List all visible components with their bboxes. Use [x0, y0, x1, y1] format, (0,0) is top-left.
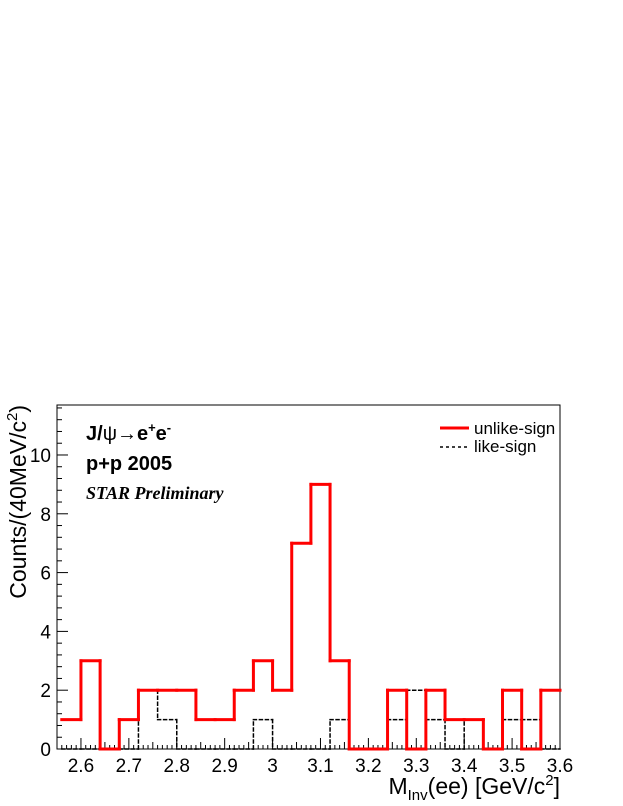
y-axis-tick-labels: 0 2 4 6 8 10: [30, 446, 52, 761]
y-tick-label: 6: [40, 564, 51, 585]
y-tick-label: 2: [40, 681, 51, 702]
y-axis-title: Counts/(40MeV/c2): [4, 405, 31, 599]
annotation-star-preliminary: STAR Preliminary: [86, 483, 225, 503]
x-tick-label: 2.8: [164, 756, 190, 777]
x-tick-label: 3.5: [499, 756, 525, 777]
x-tick-label: 3.2: [355, 756, 381, 777]
legend-label-like-sign: like-sign: [474, 437, 536, 456]
x-tick-label: 3.4: [451, 756, 478, 777]
y-axis-ticks: [57, 407, 68, 750]
series-unlike-sign: [60, 482, 562, 751]
x-tick-label: 3: [267, 756, 278, 777]
annotation-system: p+p 2005: [86, 453, 172, 475]
x-tick-label: 3.3: [403, 756, 429, 777]
y-tick-label: 8: [40, 505, 51, 526]
x-tick-label: 2.9: [211, 756, 237, 777]
x-tick-label: 3.1: [307, 756, 333, 777]
x-tick-label: 2.7: [116, 756, 142, 777]
plot-frame: [56, 404, 561, 750]
x-tick-label: 2.6: [68, 756, 94, 777]
legend-label-unlike-sign: unlike-sign: [474, 419, 555, 438]
y-tick-label: 0: [40, 740, 51, 761]
y-tick-label: 4: [40, 622, 51, 643]
annotation-decay: J/ψ→e+e-: [86, 420, 171, 445]
series-layer: [60, 482, 562, 751]
x-axis-tick-labels: 2.6 2.7 2.8 2.9 3 3.1 3.2 3.3 3.4 3.5 3.6: [68, 756, 573, 777]
x-axis-title: MInv(ee) [GeV/c2]: [388, 772, 560, 804]
legend: unlike-sign like-sign: [440, 419, 555, 456]
y-tick-label: 10: [30, 446, 51, 467]
x-tick-label: 3.6: [547, 756, 573, 777]
